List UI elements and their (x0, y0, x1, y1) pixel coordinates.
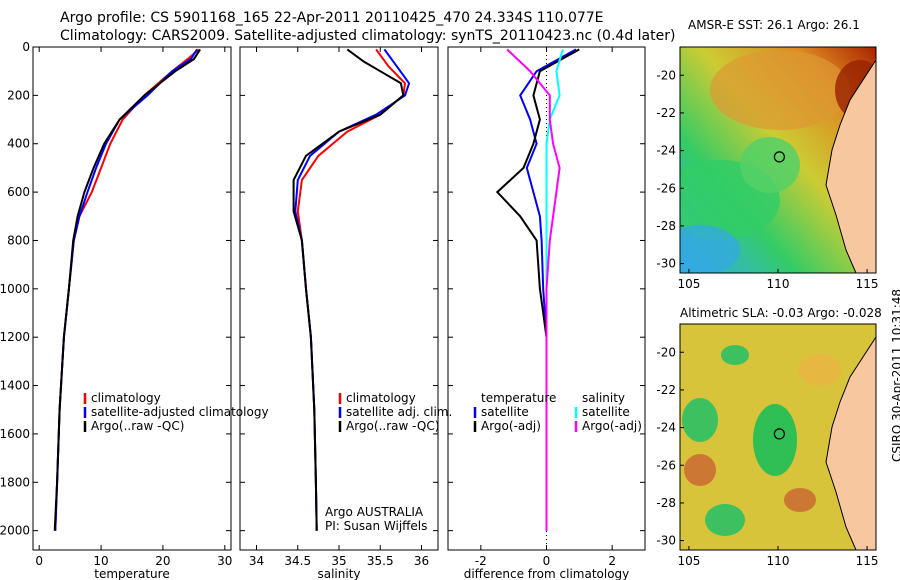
map-y-tick-label: -20 (656, 345, 676, 359)
legend-label: Argo(..raw -QC) (346, 419, 439, 433)
x-tick-label: 10 (93, 554, 108, 568)
series-line (294, 48, 411, 531)
series-line (292, 48, 405, 531)
y-tick-label: 1800 (0, 475, 30, 489)
legend-header: salinity (582, 391, 625, 405)
y-tick-label: 1200 (0, 330, 30, 344)
y-tick-label: 400 (7, 137, 30, 151)
y-tick-label: 1600 (0, 427, 30, 441)
x-tick-label: 0 (543, 554, 551, 568)
map-x-tick-label: 105 (677, 277, 700, 291)
map-sla (679, 323, 877, 551)
map-sla-features (682, 336, 876, 550)
y-tick-label: 0 (22, 40, 30, 54)
legend-panel-3: temperaturesatelliteArgo(-adj)salinitysa… (473, 391, 642, 433)
sst-map-title: AMSR-E SST: 26.1 Argo: 26.1 (688, 18, 860, 32)
float-position-marker (773, 428, 785, 440)
series-line (495, 48, 580, 531)
map-y-tick-label: -24 (656, 421, 676, 435)
map-y-tick-label: -20 (656, 68, 676, 82)
map-y-tick-label: -30 (656, 257, 676, 271)
annotation-line: PI: Susan Wijffels (325, 519, 427, 533)
map-x-tick-label: 115 (856, 277, 879, 291)
map-y-tick-label: -28 (656, 219, 676, 233)
map-axes-2: 105 110 115 -20 -22 -24 -26 -28 -30 (656, 345, 878, 568)
plot-frame (32, 46, 232, 551)
map-y-tick-label: -28 (656, 496, 676, 510)
x-axis-label: temperature (94, 567, 169, 580)
x-axis-label: salinity (317, 567, 360, 580)
x-tick-label: 30 (217, 554, 232, 568)
series-line (296, 48, 407, 531)
map-y-tick-label: -26 (656, 181, 676, 195)
map-y-tick-label: -30 (656, 534, 676, 548)
figure-title: Argo profile: CS 5901168_165 22-Apr-2011… (60, 10, 604, 26)
legend-label: satellite adj. clim. (346, 405, 452, 419)
x-tick-label: 35 (331, 554, 346, 568)
legend-label: satellite (582, 405, 630, 419)
map-y-tick-label: -22 (656, 383, 676, 397)
series-line (519, 48, 577, 531)
series-line (54, 48, 198, 531)
legend-label: Argo(-adj) (481, 419, 541, 433)
legend-label: satellite (481, 405, 529, 419)
legend-label: Argo(-adj) (582, 419, 642, 433)
profile-panel-1: 0 10 20 30 0 200 400 600 800 1000 1200 1400 1600 1800… (0, 40, 232, 580)
map-sst (679, 46, 877, 274)
map-x-tick-label: 115 (856, 554, 879, 568)
x-tick-label: 0 (35, 554, 43, 568)
legend-header: temperature (481, 391, 556, 405)
y-tick-label: 200 (7, 88, 30, 102)
x-tick-label: 2 (608, 554, 616, 568)
series-line (506, 48, 561, 531)
map-x-tick-label: 110 (767, 554, 790, 568)
x-tick-label: 20 (155, 554, 170, 568)
float-position-marker (773, 151, 785, 163)
y-tick-label: 2000 (0, 524, 30, 538)
figure-subtitle: Climatology: CARS2009. Satellite-adjuste… (60, 28, 676, 44)
x-tick-label: 35.5 (367, 554, 394, 568)
map-y-tick-label: -26 (656, 458, 676, 472)
series-line (53, 48, 201, 531)
legend-label: climatology (91, 391, 161, 405)
legend-label: Argo(..raw -QC) (91, 419, 184, 433)
series-line (54, 48, 200, 531)
y-tick-label: 600 (7, 185, 30, 199)
map-sst-features (680, 50, 876, 273)
x-tick-label: -2 (475, 554, 487, 568)
legend-label: satellite-adjusted climatology (91, 405, 269, 419)
y-tick-label: 800 (7, 233, 30, 247)
plot-frame (239, 46, 439, 551)
x-tick-label: 34 (249, 554, 264, 568)
map-y-tick-label: -24 (656, 144, 676, 158)
series-line (545, 49, 564, 531)
annotation-line: Argo AUSTRALIA (325, 505, 424, 519)
legend-label: climatology (346, 391, 416, 405)
map-x-tick-label: 110 (767, 277, 790, 291)
y-tick-label: 1400 (0, 379, 30, 393)
map-y-tick-label: -22 (656, 106, 676, 120)
profile-panel-2: 34 34.5 35 35.5 36 salinity (239, 46, 439, 580)
sla-map-title: Altimetric SLA: -0.03 Argo: -0.028 (680, 306, 882, 320)
x-tick-label: 36 (414, 554, 429, 568)
map-x-tick-label: 105 (677, 554, 700, 568)
x-axis-label: difference from climatology (464, 567, 630, 580)
y-tick-label: 1000 (0, 282, 30, 296)
x-tick-label: 34.5 (284, 554, 311, 568)
map-axes-1: 105 110 115 -20 -22 -24 -26 -28 -30 (656, 68, 878, 291)
timestamp-stamp: CSIRO 30-Apr-2011 10:31:48 (890, 288, 900, 462)
